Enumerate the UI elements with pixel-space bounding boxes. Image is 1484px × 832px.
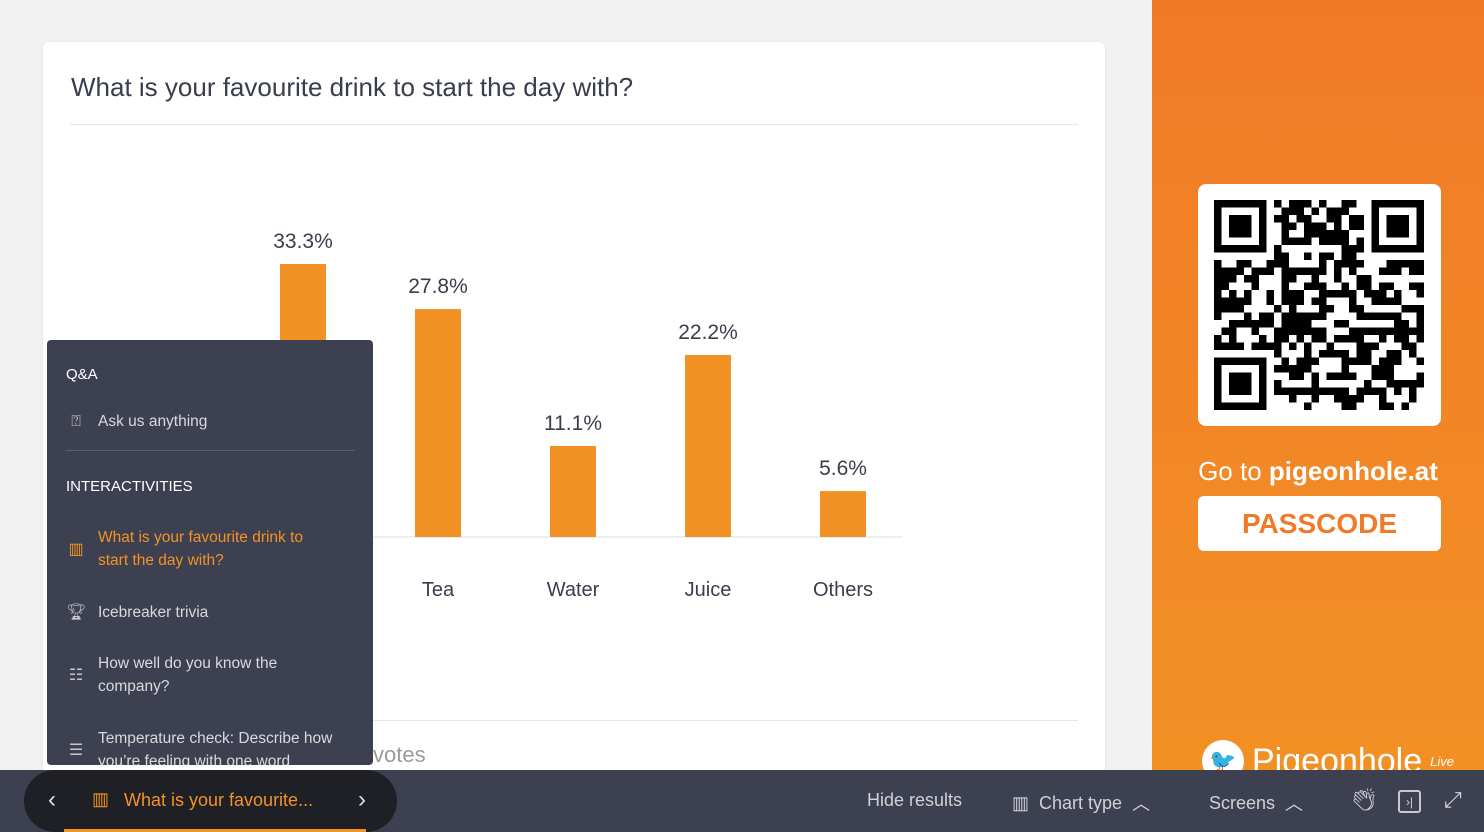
active-indicator bbox=[64, 829, 366, 832]
menu-item-label: Icebreaker trivia bbox=[98, 604, 209, 621]
menu-item-poll[interactable]: ▥ What is your favourite drink to start t… bbox=[66, 526, 336, 572]
chart-type-button[interactable]: ▥ Chart type ︿ bbox=[1012, 790, 1150, 816]
value-label: 27.8% bbox=[408, 275, 468, 298]
fullscreen-icon[interactable]: ⤢ bbox=[1444, 787, 1462, 812]
qr-code bbox=[1198, 184, 1441, 426]
menu-item-label: How well do you know the company? bbox=[98, 655, 278, 695]
chevron-up-icon: ︿ bbox=[1132, 794, 1151, 814]
applause-icon[interactable]: 👏︎ bbox=[1350, 787, 1378, 812]
bar bbox=[550, 446, 596, 537]
chevron-up-icon: ︿ bbox=[1285, 794, 1304, 814]
category-label: Others bbox=[813, 579, 873, 601]
word-cloud-icon: ☰ bbox=[68, 741, 84, 759]
menu-item-label: What is your favourite drink to start th… bbox=[98, 529, 304, 569]
divider bbox=[66, 450, 355, 451]
hide-results-button[interactable]: Hide results bbox=[867, 790, 962, 811]
menu-item-label: Ask us anything bbox=[98, 413, 208, 430]
question-title: What is your favourite drink to start th… bbox=[71, 72, 634, 102]
bottom-toolbar: ‹ ▥ What is your favourite... › Hide res… bbox=[0, 770, 1484, 832]
screens-button[interactable]: Screens ︿ bbox=[1209, 790, 1303, 816]
goto-text: Go to bbox=[1198, 456, 1269, 486]
bar bbox=[685, 355, 731, 537]
divider bbox=[70, 124, 1078, 125]
question-bubble-icon: ⍰ bbox=[71, 413, 81, 430]
toggle-sidebar-icon[interactable]: ›| bbox=[1398, 790, 1421, 813]
menu-item-temperature[interactable]: ☰ Temperature check: Describe how you’re … bbox=[66, 727, 363, 765]
screens-label: Screens bbox=[1209, 792, 1276, 813]
menu-item-qa[interactable]: ⍰ Ask us anything bbox=[66, 410, 363, 433]
menu-item-quiz[interactable]: ☷ How well do you know the company? bbox=[66, 652, 326, 698]
bar-chart-icon: ▥ bbox=[1012, 792, 1030, 813]
value-label: 33.3% bbox=[273, 230, 333, 253]
bar-chart-icon: ▥ bbox=[68, 540, 84, 558]
quiz-icon: ☷ bbox=[68, 666, 84, 684]
current-screen[interactable]: What is your favourite... bbox=[124, 790, 314, 810]
votes-count: votes bbox=[373, 742, 426, 767]
divider bbox=[70, 720, 1078, 721]
chart-type-label: Chart type bbox=[1039, 792, 1123, 813]
value-label: 11.1% bbox=[544, 412, 602, 435]
join-panel: Go to pigeonhole.at PASSCODE 🐦 Pigeonhole… bbox=[1152, 0, 1484, 832]
screen-navigator: ‹ ▥ What is your favourite... › bbox=[24, 770, 397, 832]
interactivities-heading: INTERACTIVITIES bbox=[66, 478, 193, 495]
hide-results-label: Hide results bbox=[867, 790, 963, 810]
join-instructions: Go to pigeonhole.at bbox=[1152, 456, 1484, 487]
prev-screen-button[interactable]: ‹ bbox=[48, 786, 56, 813]
menu-item-label: Temperature check: Describe how you’re f… bbox=[98, 730, 333, 765]
trophy-icon: 🏆︎ bbox=[66, 604, 87, 621]
logo-sup: Live bbox=[1430, 753, 1455, 769]
site-link: pigeonhole.at bbox=[1268, 456, 1438, 486]
qa-heading: Q&A bbox=[66, 366, 98, 383]
category-label: Water bbox=[547, 579, 600, 601]
passcode: PASSCODE bbox=[1198, 496, 1441, 551]
screens-menu: Q&A ⍰ Ask us anything INTERACTIVITIES ▥ Wh… bbox=[47, 340, 373, 765]
bar bbox=[415, 309, 461, 537]
category-label: Juice bbox=[685, 579, 732, 601]
bar-chart-icon: ▥ bbox=[92, 789, 110, 809]
category-label: Tea bbox=[422, 579, 455, 601]
value-label: 5.6% bbox=[819, 457, 867, 480]
bar bbox=[820, 491, 866, 537]
next-screen-button[interactable]: › bbox=[358, 786, 366, 813]
value-label: 22.2% bbox=[678, 321, 738, 344]
menu-item-trivia[interactable]: 🏆︎ Icebreaker trivia bbox=[66, 601, 363, 624]
